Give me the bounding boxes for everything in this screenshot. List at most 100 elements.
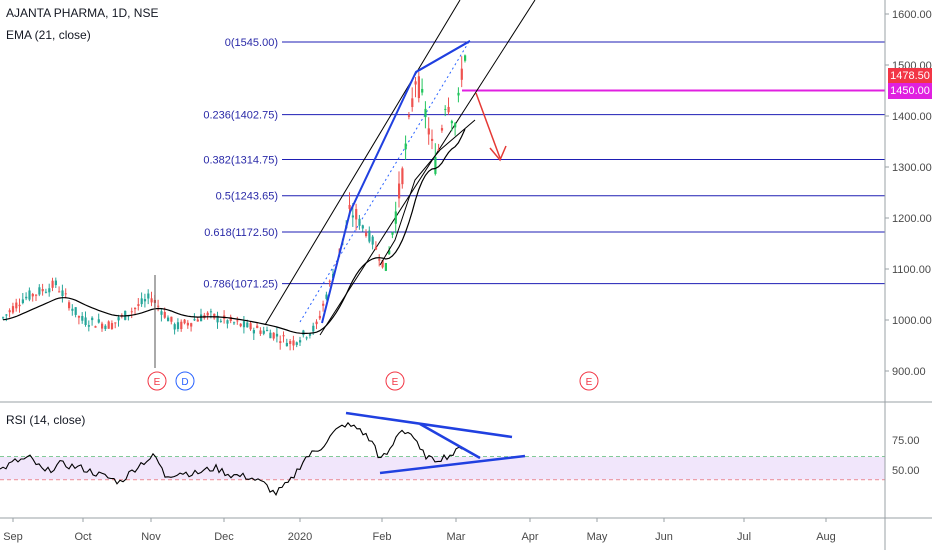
candle-body: [355, 209, 358, 220]
candle-body: [137, 304, 140, 306]
down-arrow-shaft: [475, 92, 501, 159]
price-tick-label: 1200.00: [892, 213, 932, 225]
candle-body: [186, 322, 189, 326]
time-tick-label: Jul: [737, 531, 751, 543]
candle-body: [437, 149, 440, 151]
candle-body: [411, 98, 414, 108]
trend-channel[interactable]: [264, 0, 536, 336]
candle-body: [279, 341, 282, 344]
candle-body: [312, 325, 315, 332]
time-tick-label: Jun: [655, 531, 673, 543]
price-tick-label: 1100.00: [892, 264, 931, 276]
candle-body: [460, 68, 463, 80]
rsi-band-fill: [0, 456, 885, 480]
candle-body: [325, 294, 328, 299]
support-line: [379, 119, 476, 266]
candle-body: [391, 232, 394, 235]
candle-body: [246, 322, 249, 328]
candle-body: [114, 322, 117, 324]
candle-body: [91, 317, 94, 321]
candle-body: [398, 183, 401, 199]
candle-body: [61, 290, 64, 297]
candle-body: [5, 314, 8, 316]
event-marker-label: E: [586, 377, 593, 388]
time-tick-label: Aug: [816, 531, 836, 543]
candle-body: [417, 76, 420, 99]
candle-body: [190, 323, 193, 327]
dividend-marker: [175, 371, 195, 391]
event-marker-label: E: [392, 377, 399, 388]
rsi-support-line: [379, 454, 526, 475]
candle-body: [401, 168, 404, 185]
candle-body: [183, 319, 186, 324]
symbol-title[interactable]: AJANTA PHARMA, 1D, NSE: [6, 6, 159, 20]
time-tick-label: 2020: [288, 531, 312, 543]
candle-body: [262, 330, 265, 334]
candle-body: [275, 333, 279, 337]
candle-body: [8, 310, 11, 313]
candle-body: [170, 316, 173, 322]
candle-body: [427, 128, 430, 135]
candle-body: [18, 304, 21, 307]
candle-body: [351, 215, 354, 218]
price-tick-label: 1000.00: [892, 315, 932, 327]
candle-body: [54, 280, 57, 286]
rsi-legend[interactable]: RSI (14, close): [6, 413, 86, 427]
candle-body: [374, 246, 378, 250]
price-tick-label: 900.00: [892, 366, 926, 378]
rsi-tick-label: 75.00: [892, 435, 920, 447]
candle-body: [295, 342, 298, 345]
fib-level-label: 0.236(1402.75): [203, 110, 278, 122]
candle-body: [292, 340, 295, 346]
candle-body: [11, 306, 15, 313]
ema-legend[interactable]: EMA (21, close): [6, 28, 91, 42]
candle-body: [394, 211, 397, 224]
candle-body: [348, 205, 351, 209]
fib-diagonal: [299, 39, 471, 323]
candle-body: [163, 312, 166, 318]
candle-body: [328, 280, 331, 282]
candle-body: [407, 115, 411, 117]
channel-lower-line: [319, 0, 536, 336]
wedge-top-line: [415, 40, 471, 73]
candle-body: [282, 335, 285, 337]
candle-body: [226, 320, 229, 324]
candle-body: [81, 316, 84, 321]
candle-body: [404, 143, 407, 150]
rsi-trendlines[interactable]: [345, 411, 526, 475]
candle-body: [256, 325, 259, 328]
candle-body: [299, 340, 302, 343]
candle-body: [236, 320, 239, 322]
candle-body: [94, 326, 97, 328]
candle-body: [58, 291, 61, 293]
candle-body: [266, 329, 269, 331]
candle-body: [150, 298, 153, 303]
time-tick-label: Dec: [214, 531, 234, 543]
candle-body: [216, 315, 219, 323]
rsi-inner-line: [419, 422, 481, 460]
rsi-tick-label: 50.00: [892, 465, 920, 477]
candle-body: [28, 290, 31, 300]
fib-retracement[interactable]: 0(1545.00) 0.236(1402.75) 0.382(1314.75) 0.…: [203, 37, 885, 291]
drawings[interactable]: [321, 40, 507, 324]
candle-body: [242, 321, 246, 328]
candle-body: [84, 317, 87, 325]
candle-body: [440, 128, 444, 131]
candle-body: [101, 323, 104, 329]
event-marker-label: E: [154, 377, 161, 388]
candle-body: [25, 296, 28, 299]
candle-body: [160, 311, 163, 315]
price-tick-label: 1400.00: [892, 111, 932, 123]
price-tick-label: 1600.00: [892, 9, 932, 21]
candle-body: [259, 330, 262, 334]
candle-body: [308, 333, 312, 336]
candle-body: [200, 314, 203, 322]
candle-body: [424, 108, 427, 118]
last-price-badge: 1478.50: [888, 67, 932, 84]
time-tick-label: Apr: [521, 531, 538, 543]
candle-body: [134, 307, 137, 310]
candle-body: [457, 92, 460, 96]
candle-body: [318, 315, 321, 319]
